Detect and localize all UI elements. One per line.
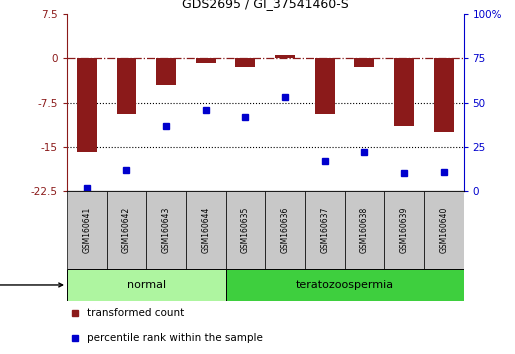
Text: teratozoospermia: teratozoospermia	[296, 280, 393, 290]
Bar	[67, 269, 226, 301]
Text: GSM160644: GSM160644	[201, 207, 210, 253]
Text: normal: normal	[127, 280, 166, 290]
Bar	[265, 191, 305, 269]
Bar	[384, 191, 424, 269]
Bar	[354, 58, 374, 67]
Bar	[226, 269, 464, 301]
Text: disease state: disease state	[0, 280, 63, 290]
Bar	[186, 191, 226, 269]
Text: GSM160637: GSM160637	[320, 207, 329, 253]
Bar	[116, 58, 136, 114]
Text: GSM160641: GSM160641	[82, 207, 91, 253]
Bar	[394, 58, 414, 126]
Text: GSM160636: GSM160636	[281, 207, 289, 253]
Bar	[196, 58, 216, 63]
Bar	[107, 191, 146, 269]
Text: percentile rank within the sample: percentile rank within the sample	[87, 333, 263, 343]
Bar	[345, 191, 384, 269]
Bar	[434, 58, 454, 132]
Text: GSM160642: GSM160642	[122, 207, 131, 253]
Title: GDS2695 / GI_37541460-S: GDS2695 / GI_37541460-S	[182, 0, 349, 10]
Bar	[424, 191, 464, 269]
Text: GSM160639: GSM160639	[400, 207, 408, 253]
Text: GSM160640: GSM160640	[439, 207, 448, 253]
Bar	[156, 58, 176, 85]
Bar	[226, 191, 265, 269]
Bar	[305, 191, 345, 269]
Bar	[67, 191, 107, 269]
Text: GSM160643: GSM160643	[162, 207, 170, 253]
Bar	[275, 56, 295, 58]
Bar	[235, 58, 255, 67]
Text: GSM160638: GSM160638	[360, 207, 369, 253]
Text: GSM160635: GSM160635	[241, 207, 250, 253]
Bar	[315, 58, 335, 114]
Bar	[146, 191, 186, 269]
Bar	[77, 58, 97, 152]
Text: transformed count: transformed count	[87, 308, 184, 318]
